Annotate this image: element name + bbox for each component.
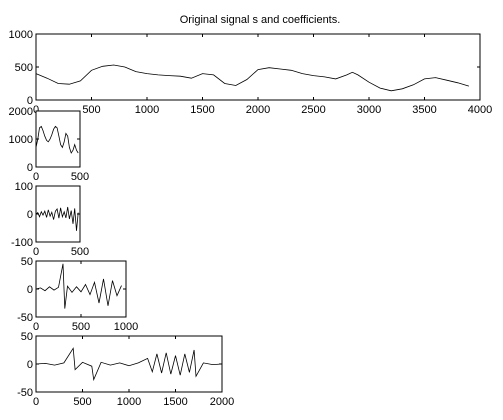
approximation-coefficients-series-line [35, 125, 79, 154]
original-signal-y-tick-label: 0 [27, 95, 33, 107]
approximation-coefficients-x-tick-label: 500 [71, 171, 89, 183]
detail-coefficients-level-1-y-tick-label: -50 [17, 387, 33, 399]
original-signal-x-tick-label: 500 [82, 104, 100, 116]
detail-coefficients-level-1-x-tick-label: 1000 [117, 396, 141, 408]
detail-coefficients-level-2-x-tick-label: 1000 [114, 321, 138, 333]
detail-coefficients-level-2-y-tick-label: 50 [21, 256, 33, 268]
original-signal-x-tick-label: 0 [33, 104, 39, 116]
detail-coefficients-level-3-x-tick-label: 500 [71, 246, 89, 258]
approximation-coefficients-axes-box [35, 110, 81, 168]
approximation-coefficients-y-tick-label: 1000 [9, 134, 33, 146]
detail-coefficients-level-2-x-tick-label: 500 [72, 321, 90, 333]
detail-coefficients-level-1-axes-box [35, 335, 223, 393]
detail-coefficients-level-3-y-tick-label: 100 [15, 181, 33, 193]
original-signal-y-tick-label: 500 [15, 62, 33, 74]
detail-coefficients-level-1-x-tick-label: 2000 [210, 396, 234, 408]
original-signal-x-tick-label: 3500 [412, 104, 436, 116]
original-signal-x-tick-label: 1500 [190, 104, 214, 116]
detail-coefficients-level-2-series-line [35, 263, 122, 309]
original-signal-series-line [35, 64, 470, 92]
detail-coefficients-level-2-axes-box [35, 260, 127, 318]
original-signal-x-tick-label: 1000 [135, 104, 159, 116]
detail-coefficients-level-1-y-tick-label: 0 [27, 359, 33, 371]
detail-coefficients-level-1-x-tick-label: 500 [73, 396, 91, 408]
detail-coefficients-level-3-y-tick-label: 0 [27, 209, 33, 221]
original-signal-x-tick-label: 4000 [468, 104, 492, 116]
detail-coefficients-level-3-x-tick-label: 0 [33, 246, 39, 258]
detail-coefficients-level-3-series-line [35, 206, 79, 231]
approximation-coefficients-panel: 0 500 0 1000 2000 [9, 106, 90, 183]
detail-coefficients-level-2-y-tick-label: -50 [17, 312, 33, 324]
original-signal-y-tick-label: 1000 [9, 29, 33, 41]
approximation-coefficients-y-tick-label: 0 [27, 162, 33, 174]
approximation-coefficients-x-tick-label: 0 [33, 171, 39, 183]
detail-coefficients-level-1-x-tick-label: 1500 [163, 396, 187, 408]
detail-coefficients-level-1-y-tick-label: 50 [21, 331, 33, 343]
original-signal-axes-box [35, 33, 481, 101]
approximation-coefficients-y-tick-label: 2000 [9, 106, 33, 118]
detail-coefficients-level-1-series-line [35, 347, 223, 382]
original-signal-x-tick-label: 3000 [357, 104, 381, 116]
detail-coefficients-level-3-y-tick-label: -100 [11, 237, 33, 249]
detail-coefficients-level-1-x-tick-label: 0 [33, 396, 39, 408]
figure-title: Original signal s and coefficients. [180, 14, 341, 26]
original-signal-panel: 0 500 1000 1500 2000 2500 3000 3500 4000 0 500 1000 [9, 29, 493, 116]
detail-coefficients-level-2-x-tick-label: 0 [33, 321, 39, 333]
original-signal-x-tick-label: 2500 [301, 104, 325, 116]
original-signal-x-tick-label: 2000 [246, 104, 270, 116]
detail-coefficients-level-2-y-tick-label: 0 [27, 284, 33, 296]
